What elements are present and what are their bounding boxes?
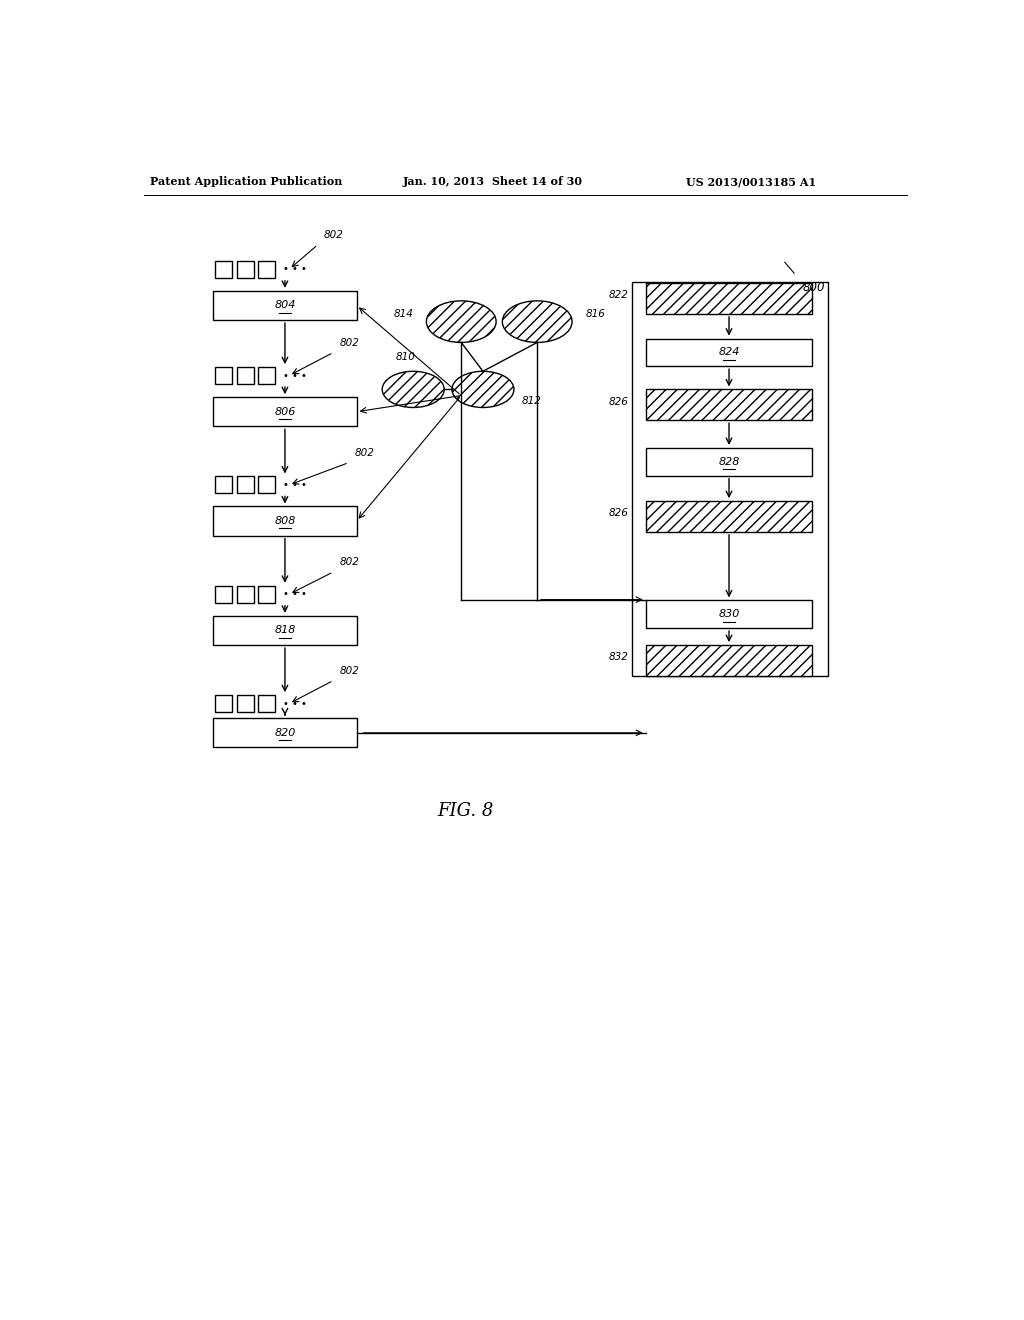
Text: 812: 812 [521,396,542,407]
Bar [213,616,356,645]
Bar [215,696,231,711]
Bar [258,367,275,384]
Text: 800: 800 [802,281,824,294]
Text: Patent Application Publication: Patent Application Publication [150,176,342,187]
Text: Jan. 10, 2013  Sheet 14 of 30: Jan. 10, 2013 Sheet 14 of 30 [403,176,583,187]
Bar [237,586,254,603]
Bar [646,389,812,420]
Text: • • •: • • • [283,480,307,490]
Bar [646,447,812,475]
Bar [258,477,275,494]
Text: 802: 802 [324,230,344,240]
Bar [646,502,812,532]
Text: 802: 802 [340,338,359,348]
Text: 820: 820 [274,727,296,738]
Bar [646,284,812,314]
Ellipse shape [426,301,496,342]
Text: • • •: • • • [283,589,307,599]
Bar [213,507,356,536]
Bar [215,261,231,277]
Text: 832: 832 [609,652,629,663]
Bar [215,367,231,384]
Ellipse shape [503,301,572,342]
Bar [213,290,356,321]
Text: 824: 824 [718,347,739,358]
Text: 822: 822 [609,290,629,301]
Bar [237,261,254,277]
Text: 826: 826 [609,508,629,519]
Bar [237,477,254,494]
Text: FIG. 8: FIG. 8 [437,803,494,820]
Text: 830: 830 [718,610,739,619]
Text: 828: 828 [718,457,739,467]
Text: • • •: • • • [283,264,307,275]
Bar [213,397,356,426]
Text: 802: 802 [355,447,375,458]
Bar [646,645,812,676]
Bar [237,367,254,384]
Bar [632,281,827,676]
Bar [237,696,254,711]
Text: 816: 816 [586,309,605,319]
Bar [215,586,231,603]
Text: • • •: • • • [283,371,307,380]
Text: 802: 802 [340,557,359,568]
Bar [646,389,812,420]
Bar [646,601,812,628]
Text: US 2013/0013185 A1: US 2013/0013185 A1 [686,176,816,187]
Ellipse shape [452,371,514,408]
Text: 814: 814 [393,309,414,319]
Text: 818: 818 [274,626,296,635]
Text: 808: 808 [274,516,296,527]
Bar [646,502,812,532]
Bar [258,261,275,277]
Bar [215,477,231,494]
Text: 802: 802 [340,665,359,676]
Bar [213,718,356,747]
Text: 806: 806 [274,407,296,417]
Bar [258,586,275,603]
Ellipse shape [382,371,444,408]
Bar [646,284,812,314]
Text: 804: 804 [274,301,296,310]
Bar [258,696,275,711]
Bar [646,645,812,676]
Text: 810: 810 [395,352,416,363]
Text: • • •: • • • [283,698,307,709]
Text: 826: 826 [609,397,629,407]
Bar [646,339,812,367]
